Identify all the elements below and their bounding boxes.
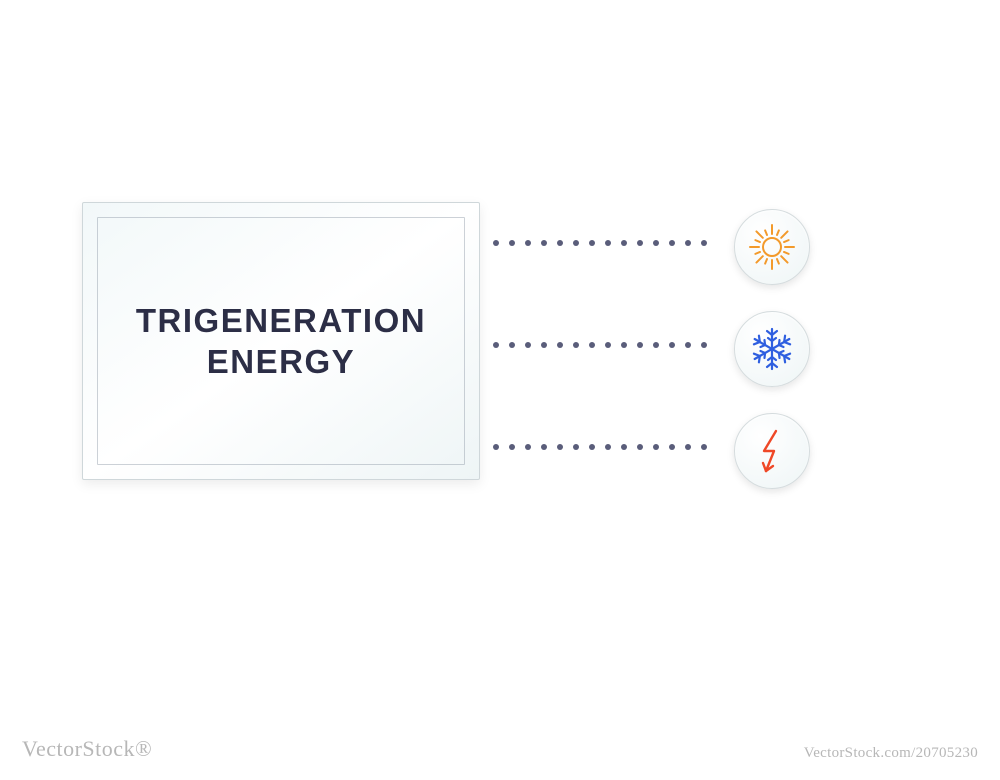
snowflake-icon (748, 325, 796, 373)
main-title: TRIGENERATION ENERGY (136, 300, 426, 383)
sun-icon (748, 223, 796, 271)
connector-heat (493, 240, 707, 246)
watermark-id: VectorStock.com/20705230 (804, 745, 978, 762)
title-line-2: ENERGY (207, 343, 355, 380)
lightning-icon (748, 427, 796, 475)
output-cooling (734, 311, 810, 387)
output-heat (734, 209, 810, 285)
connector-cooling (493, 342, 707, 348)
main-energy-box: TRIGENERATION ENERGY (82, 202, 480, 480)
title-line-1: TRIGENERATION (136, 302, 426, 339)
diagram-canvas: TRIGENERATION ENERGY VectorStock® Vector… (0, 0, 1000, 780)
watermark-brand: VectorStock® (22, 736, 152, 762)
output-electricity (734, 413, 810, 489)
connector-electricity (493, 444, 707, 450)
